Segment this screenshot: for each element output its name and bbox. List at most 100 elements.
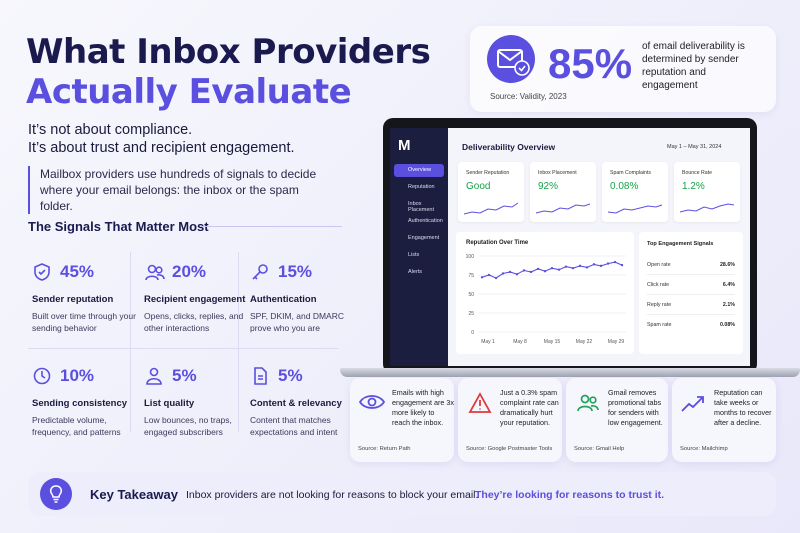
percent: 10% (60, 366, 95, 385)
sparkline (464, 202, 519, 215)
icon (40, 478, 72, 510)
sparkline-path (680, 203, 735, 213)
data-point (599, 264, 603, 268)
row-label: Click rate (647, 282, 670, 288)
data-point (606, 262, 610, 265)
sparkline (608, 204, 663, 214)
icon (34, 263, 50, 281)
insight-card: Reputation can take weeks or months to r… (672, 378, 776, 462)
metric-label: Inbox Placement (538, 170, 577, 176)
y-tick-label: 100 (466, 254, 475, 260)
data-point (620, 263, 624, 267)
stat-card: 85% of email deliverability is determine… (470, 26, 776, 112)
title-highlight: Actually Evaluate (26, 72, 352, 112)
insight-text: Gmail removes promotional tabs for sende… (608, 388, 663, 427)
icon (577, 394, 599, 412)
row-value: 28.6% (719, 262, 735, 268)
data-point (529, 270, 533, 274)
icon (468, 392, 492, 413)
takeaway-label: Key Takeaway (90, 487, 178, 502)
data-point (613, 260, 617, 264)
signal-description: Low bounces, no traps, engaged subscribe… (144, 415, 232, 437)
y-tick-label: 50 (468, 292, 474, 298)
percent: 5% (172, 366, 197, 385)
stat-source: Source: Validity, 2023 (490, 92, 567, 101)
title: What Inbox Providers (26, 32, 431, 72)
insight-card: Gmail removes promotional tabs for sende… (566, 378, 668, 462)
percent: 20% (172, 262, 207, 281)
insight-text: Reputation can take weeks or months to r… (714, 388, 772, 427)
signal-description: Built over time through your sending beh… (32, 311, 136, 333)
x-tick-label: May 1 (481, 339, 495, 345)
nav-item: Lists (408, 252, 420, 258)
data-point (522, 269, 526, 272)
data-point (592, 263, 596, 266)
metric-label: Sender Reputation (466, 170, 510, 176)
row-value: 2.1% (722, 302, 735, 308)
signal-title: Recipient engagement (144, 294, 246, 305)
sparkline-path (608, 204, 663, 214)
x-tick-label: May 15 (544, 339, 561, 345)
panel-title: Top Engagement Signals (647, 241, 714, 247)
data-point (557, 268, 561, 271)
metric-card: Spam Complaints 0.08% (602, 162, 668, 222)
icon (146, 367, 162, 385)
metric-value: 0.08% (610, 181, 639, 192)
nav-item: Overview (394, 164, 444, 177)
signal-description: Predictable volume, frequency, and patte… (32, 415, 121, 437)
row-label: Reply rate (647, 302, 672, 308)
laptop-base (340, 368, 800, 377)
section-heading: The Signals That Matter Most (28, 219, 209, 234)
stat-text: of email deliverability is determined by… (642, 41, 745, 91)
y-tick-label: 25 (468, 311, 474, 317)
nav-item: Inbox Placement (408, 201, 434, 213)
y-tick-label: 75 (468, 273, 474, 279)
data-point (578, 264, 582, 268)
data-point (494, 276, 498, 280)
row-label: Open rate (647, 262, 671, 268)
data-point (571, 266, 575, 270)
metric-card: Sender Reputation Good (458, 162, 524, 222)
data-point (536, 267, 540, 271)
signal-title: Sender reputation (32, 294, 114, 305)
signal-title: List quality (144, 398, 195, 409)
metric-label: Spam Complaints (610, 170, 651, 176)
nav-item: Alerts (408, 269, 423, 275)
chart-panel: Reputation Over Time 0 25 50 75 100 May 1 May … (456, 232, 634, 354)
row-divider (647, 274, 735, 275)
insight-card: Emails with high engagement are 3x more … (350, 378, 454, 462)
date-range: May 1 – May 31, 2024 (667, 144, 722, 150)
icon (145, 264, 165, 281)
takeaway-bar: Key Takeaway Inbox providers are not loo… (28, 472, 776, 516)
logo: M (398, 137, 411, 154)
metric-value: 92% (538, 181, 559, 192)
signal-description: Opens, clicks, replies, and other intera… (144, 311, 244, 333)
insight-source: Source: Gmail Help (574, 446, 625, 452)
subtitle: It’s not about compliance. (28, 122, 193, 138)
insight-card: Just a 0.3% spam complaint rate can dram… (458, 378, 562, 462)
metric-value: 1.2% (682, 181, 705, 192)
nav-item: Engagement (408, 235, 440, 241)
metric-card: Bounce Rate 1.2% (674, 162, 740, 222)
data-point (515, 273, 519, 276)
insight-text: Emails with high engagement are 3x more … (392, 388, 454, 427)
engagement-panel: Top Engagement Signals Open rate 28.6% Cli… (639, 232, 743, 354)
row-value: 6.4% (722, 282, 735, 288)
insight-source: Source: Google Postmaster Tools (466, 446, 553, 452)
insight-text: Just a 0.3% spam complaint rate can dram… (500, 388, 559, 427)
x-tick-label: May 8 (513, 339, 527, 345)
data-point (550, 266, 554, 270)
x-tick-label: May 29 (608, 339, 625, 345)
subtitle: It’s about trust and recipient engagemen… (28, 140, 295, 156)
reputation-line (481, 261, 623, 279)
chart: 0 25 50 75 100 May 1 May 8 May 15 May 22 May 29 (466, 254, 626, 345)
insight-source: Source: Return Path (358, 446, 411, 452)
sparkline-path (464, 202, 519, 215)
icon (358, 395, 386, 409)
icon (252, 264, 268, 280)
data-point (585, 266, 589, 269)
nav-item: Authentication (408, 218, 443, 224)
percent: 5% (278, 366, 303, 385)
signal-description: Content that matches expectations and in… (250, 415, 338, 437)
